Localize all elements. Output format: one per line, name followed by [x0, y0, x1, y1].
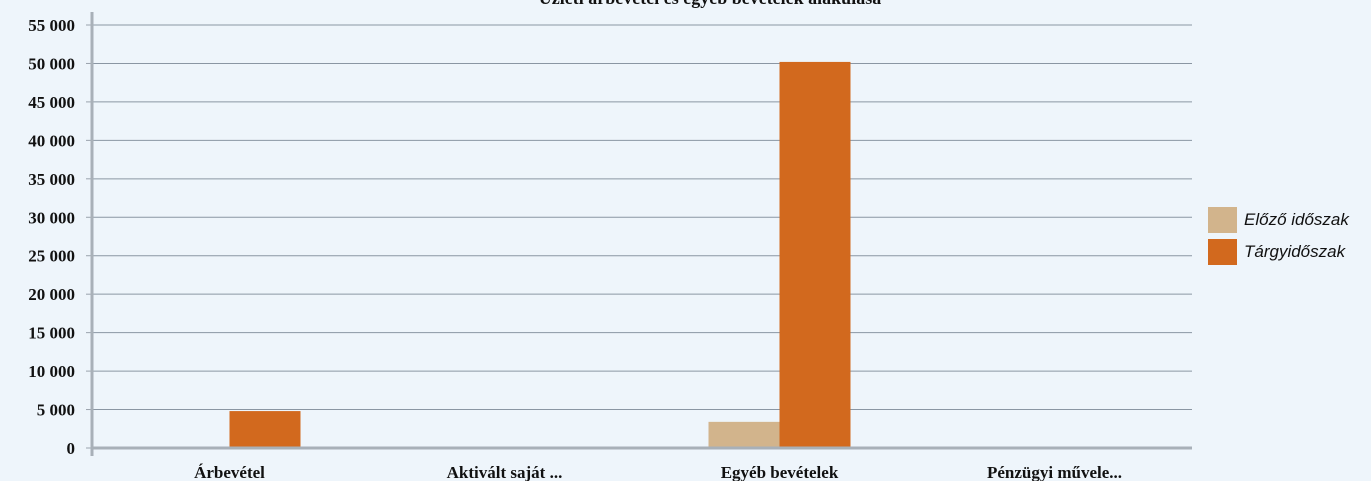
y-tick-label: 25 000 [28, 247, 75, 266]
y-tick-label: 40 000 [28, 131, 75, 150]
bar-previous [708, 421, 780, 448]
y-tick-label: 30 000 [28, 208, 75, 227]
labels: 0 5 000 10 000 15 000 20 000 25 000 30 000 35 0… [28, 16, 1122, 481]
legend-label-previous: Előző időszak [1244, 210, 1349, 229]
axes [86, 12, 1192, 456]
y-tick-label: 45 000 [28, 93, 75, 112]
legend-item-previous: Előző időszak [1208, 204, 1349, 236]
x-tick-label: Árbevétel [194, 463, 265, 481]
y-tick-label: 50 000 [28, 54, 75, 73]
legend: Előző időszak Tárgyidőszak [1208, 204, 1349, 268]
legend-swatch-current [1208, 239, 1237, 265]
x-tick-label: Egyéb bevételek [721, 463, 839, 481]
y-tick-label: 5 000 [37, 401, 75, 420]
y-tick-label: 10 000 [28, 362, 75, 381]
y-tick-label: 35 000 [28, 170, 75, 189]
gridlines [92, 24, 1192, 411]
legend-item-current: Tárgyidőszak [1208, 236, 1349, 268]
x-tick-label: Pénzügyi művele... [987, 463, 1122, 481]
y-tick-label: 20 000 [28, 285, 75, 304]
x-tick-label: Aktivált saját ... [447, 463, 563, 481]
legend-label-current: Tárgyidőszak [1244, 242, 1346, 261]
bar-current [229, 411, 301, 448]
y-tick-label: 55 000 [28, 16, 75, 35]
bars [229, 61, 851, 449]
chart-title: Üzleti árbevétel és egyéb bevételek alak… [539, 0, 881, 8]
legend-swatch-previous [1208, 207, 1237, 233]
y-tick-label: 0 [67, 439, 76, 458]
y-tick-label: 15 000 [28, 324, 75, 343]
bar-current [779, 61, 851, 449]
